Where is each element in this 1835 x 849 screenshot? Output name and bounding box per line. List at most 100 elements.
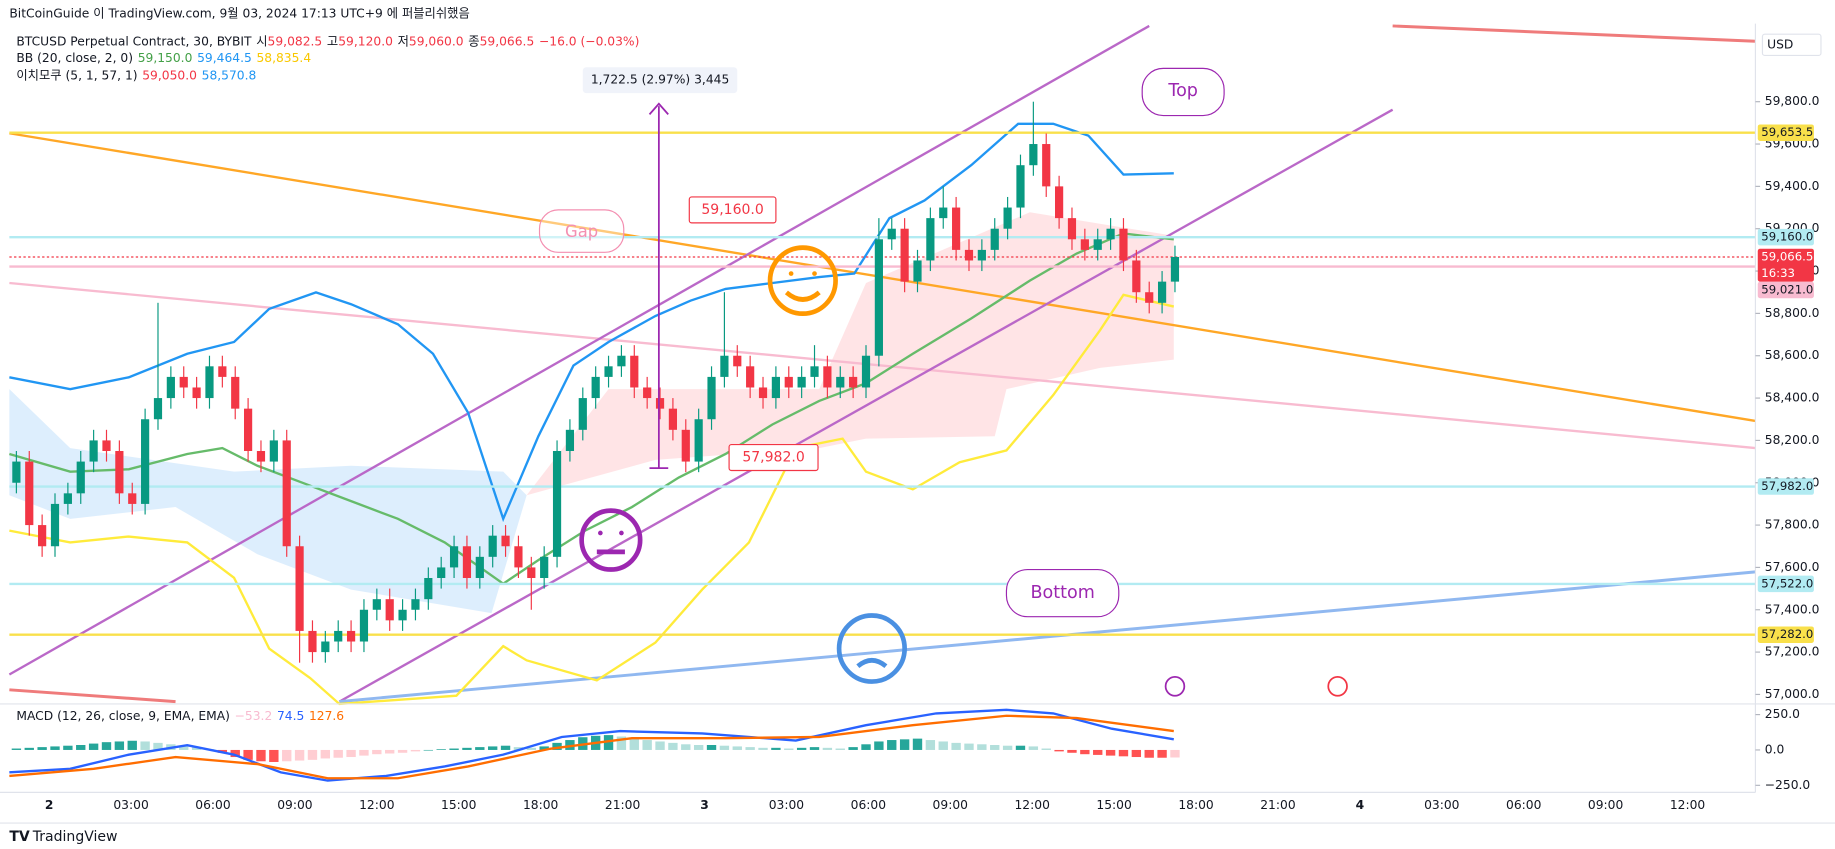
- footer-logo: TV: [9, 829, 30, 845]
- macd-bar: [539, 746, 549, 750]
- macd-bar: [681, 744, 691, 750]
- currency-box[interactable]: [1761, 33, 1822, 57]
- macd-bar: [990, 745, 1000, 750]
- macd-bar: [37, 747, 47, 750]
- candle-body: [166, 376, 175, 399]
- candle-body: [655, 398, 665, 409]
- candle-body: [887, 228, 896, 240]
- price-tag: [1757, 124, 1814, 141]
- price-tag: [1757, 478, 1814, 495]
- candle-body: [63, 493, 72, 504]
- macd-bar: [565, 740, 575, 750]
- candle-body: [437, 567, 446, 579]
- bb-value: 58,835.4: [256, 50, 311, 64]
- candle-body: [952, 207, 961, 250]
- candle-body: [797, 376, 806, 388]
- price-tag-label: 59,160.0: [1761, 230, 1813, 244]
- candle-body: [89, 440, 98, 462]
- macd-bar: [899, 739, 910, 750]
- macd-bar: [397, 749, 408, 753]
- y-tick-label: 58,800.0: [1765, 306, 1820, 320]
- measure-box: [582, 67, 738, 94]
- candle-body: [334, 630, 343, 642]
- macd-bar: [488, 746, 498, 750]
- candle-body: [1119, 228, 1128, 261]
- bb-name: BB (20, close, 2, 0): [16, 50, 133, 64]
- currency: USD: [1767, 37, 1793, 51]
- callout: [538, 209, 625, 253]
- candle-body: [385, 599, 394, 621]
- macd-bar: [938, 741, 948, 750]
- macd-bar: [179, 745, 189, 750]
- x-tick-label: 06:00: [1506, 798, 1542, 812]
- legend-ichimoku: 이치모쿠 (5, 1, 57, 1) 59,050.0 58,570.8: [16, 68, 256, 82]
- candle-body: [475, 556, 484, 579]
- macd-bar: [320, 749, 331, 759]
- candle-body: [694, 419, 703, 462]
- top-label: Top: [1167, 81, 1198, 101]
- macd-bar: [76, 745, 86, 750]
- macd-bar: [294, 749, 305, 761]
- event-icon[interactable]: [1327, 675, 1348, 697]
- candle-body: [153, 398, 163, 420]
- measure-arrow: [648, 102, 669, 115]
- macd-bar: [1170, 749, 1180, 758]
- macd-bar: [307, 749, 318, 760]
- macd-bar: [423, 749, 434, 751]
- macd-bar: [925, 740, 936, 750]
- macd-bar: [668, 742, 678, 750]
- macd-bar: [977, 744, 987, 750]
- macd-bar: [951, 742, 961, 750]
- x-tick-label: 2: [45, 798, 54, 812]
- x-tick-label: 18:00: [1178, 798, 1214, 812]
- macd-bar: [114, 741, 125, 750]
- macd-bar: [1054, 749, 1064, 752]
- macd-bar: [513, 747, 524, 750]
- price-tag: [1757, 575, 1814, 593]
- x-tick-label: 03:00: [769, 798, 805, 812]
- candle-body: [141, 419, 150, 504]
- candle-body: [411, 599, 420, 610]
- macd-value: 74.5: [277, 708, 304, 722]
- macd-bar: [642, 740, 652, 750]
- macd-line: [9, 708, 1174, 782]
- macd-bar: [1067, 749, 1077, 753]
- macd-bar: [475, 747, 485, 750]
- macd-bar: [88, 743, 99, 750]
- ichimoku-value: 59,050.0: [142, 68, 197, 82]
- y-tick-label: 57,000.0: [1765, 687, 1820, 701]
- cloud-up: [526, 212, 1174, 496]
- bb-upper: [9, 122, 1174, 523]
- candle-body: [76, 461, 85, 494]
- x-tick-label: 06:00: [851, 798, 887, 812]
- candle-body: [449, 546, 459, 568]
- macd-bar: [887, 740, 897, 750]
- x-tick-label: 12:00: [359, 798, 395, 812]
- candle-body: [244, 408, 253, 451]
- macd-bar: [436, 749, 446, 750]
- h-value: 59,120.0: [338, 34, 393, 48]
- symbol: BTCUSD Perpetual Contract, 30, BYBIT: [16, 34, 252, 48]
- candle-body: [12, 461, 21, 483]
- candle-body: [1106, 228, 1115, 240]
- y-tick-label: 58,600.0: [1765, 348, 1820, 362]
- candle-body: [578, 398, 587, 430]
- macd-bar: [861, 744, 871, 750]
- candle-body: [565, 429, 575, 451]
- macd-bar: [359, 749, 369, 756]
- macd-bar: [500, 745, 511, 750]
- signal-line: [9, 714, 1174, 780]
- channel-upper: [8, 24, 1150, 676]
- candle-body: [720, 355, 729, 377]
- macd-bar: [63, 745, 73, 750]
- candle-body: [1042, 144, 1051, 187]
- l-value: 59,060.0: [409, 34, 464, 48]
- candle-body: [977, 249, 986, 261]
- price-tag-label: 57,522.0: [1761, 576, 1813, 590]
- macd-bar: [745, 747, 755, 750]
- macd-bar: [732, 746, 742, 750]
- event-icon[interactable]: [1164, 675, 1186, 697]
- macd-bar: [1105, 749, 1116, 756]
- candle-body: [372, 599, 381, 610]
- trend-line: [9, 281, 1756, 450]
